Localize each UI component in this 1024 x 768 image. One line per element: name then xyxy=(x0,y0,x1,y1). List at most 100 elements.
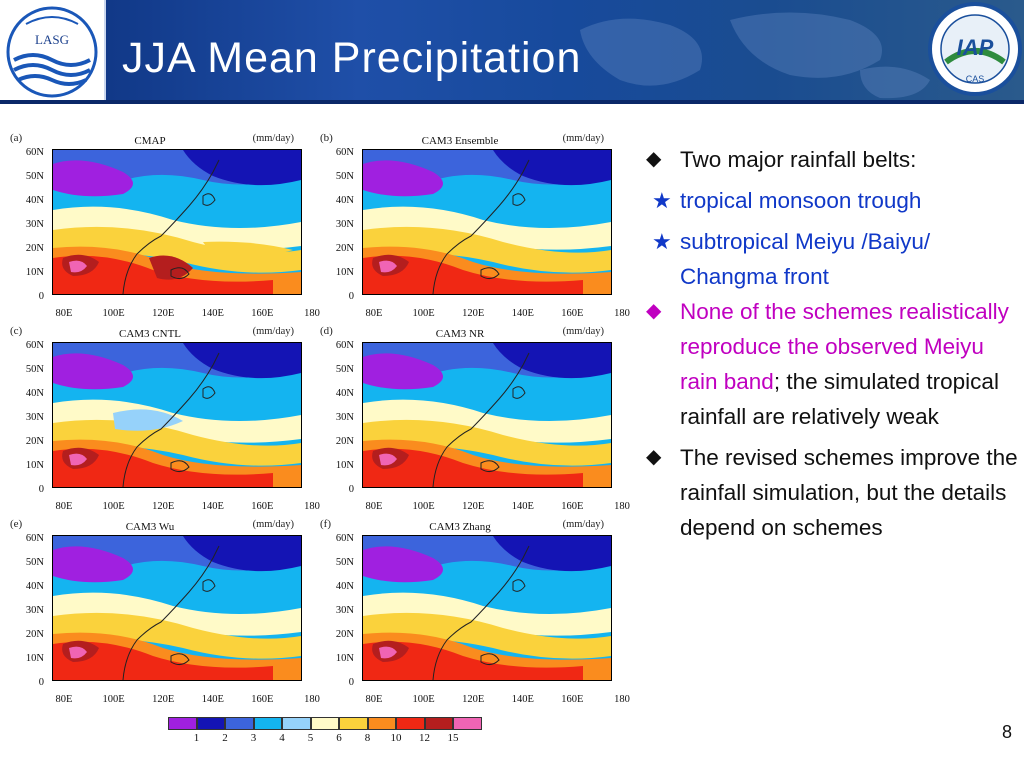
latitude-label: 0 xyxy=(348,291,354,302)
precipitation-map xyxy=(52,535,302,681)
panel-label: (c) xyxy=(10,325,23,337)
map-panel: (e) CAM3 Wu (mm/day) 60N 50N 40N 30N 20N 10N 0 80E… xyxy=(0,518,320,714)
precipitation-map xyxy=(362,149,612,295)
panel-label: (a) xyxy=(10,132,23,144)
latitude-label: 30N xyxy=(335,219,354,230)
latitude-label: 40N xyxy=(335,581,354,592)
longitude-label: 180 xyxy=(304,501,320,512)
colorbar-label: 15 xyxy=(447,732,459,744)
latitude-label: 50N xyxy=(25,171,44,182)
precipitation-map xyxy=(362,342,612,488)
highlighted-text: None of the schemes realistically reprod… xyxy=(680,299,1009,394)
colorbar-label: 6 xyxy=(336,732,342,744)
colorbar-swatch xyxy=(424,717,453,730)
latitude-label: 0 xyxy=(38,291,44,302)
world-map-decoration xyxy=(580,12,930,99)
latitude-label: 20N xyxy=(335,629,354,640)
latitude-label: 40N xyxy=(335,388,354,399)
panel-title: CAM3 Zhang xyxy=(429,521,491,533)
map-panel: (b) CAM3 Ensemble (mm/day) 60N 50N 40N 30N 20N 1… xyxy=(310,132,630,328)
latitude-label: 10N xyxy=(335,267,354,278)
latitude-label: 10N xyxy=(25,267,44,278)
longitude-label: 80E xyxy=(55,308,73,319)
longitude-label: 180 xyxy=(614,694,630,705)
longitude-label: 140E xyxy=(201,694,224,705)
colorbar-label: 5 xyxy=(307,732,314,744)
colorbar-swatch xyxy=(282,717,311,730)
latitude-label: 50N xyxy=(335,364,354,375)
longitude-label: 180 xyxy=(304,308,320,319)
latitude-label: 50N xyxy=(335,557,354,568)
map-panel: (d) CAM3 NR (mm/day) 60N 50N 40N 30N 20N 10N 0 80E… xyxy=(310,325,630,521)
latitude-label: 0 xyxy=(38,677,44,688)
longitude-label: 140E xyxy=(201,501,224,512)
slide-title: JJA Mean Precipitation xyxy=(122,34,582,82)
latitude-label: 10N xyxy=(335,460,354,471)
colorbar-swatch xyxy=(168,717,197,730)
latitude-label: 60N xyxy=(335,147,354,158)
longitude-label: 100E xyxy=(412,501,435,512)
diamond-icon: ◆ xyxy=(646,148,662,170)
longitude-label: 160E xyxy=(251,308,274,319)
colorbar-swatch xyxy=(225,717,254,730)
star-icon: ★ xyxy=(652,229,672,254)
colorbar-swatch xyxy=(339,717,368,730)
longitude-label: 120E xyxy=(152,308,175,319)
sub-bullet-text: subtropical Meiyu /Baiyu/ Changma front xyxy=(680,229,931,289)
bullet-text: The revised schemes improve the rainfall… xyxy=(680,445,1018,540)
panel-title: CAM3 CNTL xyxy=(118,328,182,340)
panel-title: CAM3 Wu xyxy=(125,521,175,533)
sub-bullet-meiyu-front: ★ subtropical Meiyu /Baiyu/ Changma fron… xyxy=(642,224,1020,294)
panel-label: (d) xyxy=(320,325,333,337)
colorbar-label: 8 xyxy=(364,732,371,744)
latitude-label: 20N xyxy=(335,243,354,254)
longitude-label: 120E xyxy=(462,308,485,319)
longitude-label: 160E xyxy=(251,501,274,512)
colorbar-swatch xyxy=(367,717,396,730)
longitude-label: 140E xyxy=(511,308,534,319)
longitude-label: 100E xyxy=(412,694,435,705)
panel-unit: (mm/day) xyxy=(252,519,294,530)
latitude-label: 20N xyxy=(25,436,44,447)
latitude-label: 50N xyxy=(335,171,354,182)
precipitation-map xyxy=(52,149,302,295)
longitude-label: 80E xyxy=(55,501,73,512)
latitude-label: 60N xyxy=(335,340,354,351)
bullet-revised-schemes: ◆ The revised schemes improve the rainfa… xyxy=(642,440,1020,545)
longitude-label: 180 xyxy=(304,694,320,705)
longitude-label: 160E xyxy=(251,694,274,705)
latitude-label: 10N xyxy=(25,460,44,471)
latitude-label: 60N xyxy=(25,533,44,544)
latitude-label: 30N xyxy=(25,219,44,230)
longitude-label: 100E xyxy=(412,308,435,319)
colorbar-label: 2 xyxy=(222,732,228,744)
longitude-label: 140E xyxy=(201,308,224,319)
bullet-text: Two major rainfall belts: xyxy=(680,147,917,172)
iap-logo-text: IAP xyxy=(957,35,994,60)
diamond-icon: ◆ xyxy=(646,446,662,468)
bullet-text: ; the simulated tropical rainfall are re… xyxy=(680,369,999,429)
panel-unit: (mm/day) xyxy=(562,133,604,144)
precipitation-map xyxy=(362,535,612,681)
longitude-label: 120E xyxy=(462,501,485,512)
latitude-label: 50N xyxy=(25,364,44,375)
latitude-label: 60N xyxy=(25,147,44,158)
panel-label: (e) xyxy=(10,518,23,530)
latitude-label: 0 xyxy=(38,484,44,495)
latitude-label: 20N xyxy=(335,436,354,447)
longitude-label: 80E xyxy=(365,308,383,319)
sub-bullet-text: tropical monsoon trough xyxy=(680,188,922,213)
colorbar-label: 3 xyxy=(250,732,257,744)
panel-unit: (mm/day) xyxy=(252,133,294,144)
longitude-label: 80E xyxy=(55,694,73,705)
map-panel: (a) CMAP (mm/day) 60N 50N 40N 30N 20N 10N 0 80E 100… xyxy=(0,132,320,328)
panel-title: CAM3 Ensemble xyxy=(421,135,499,147)
panel-label: (b) xyxy=(320,132,333,144)
colorbar-swatch xyxy=(396,717,425,730)
latitude-label: 0 xyxy=(348,484,354,495)
iap-cas-logo: IAP CAS xyxy=(926,0,1024,98)
latitude-label: 20N xyxy=(25,629,44,640)
bullet-list: ◆ Two major rainfall belts: ★ tropical m… xyxy=(642,142,1020,545)
latitude-label: 40N xyxy=(25,581,44,592)
map-panel: (f) CAM3 Zhang (mm/day) 60N 50N 40N 30N 20N 10N 0… xyxy=(310,518,630,714)
